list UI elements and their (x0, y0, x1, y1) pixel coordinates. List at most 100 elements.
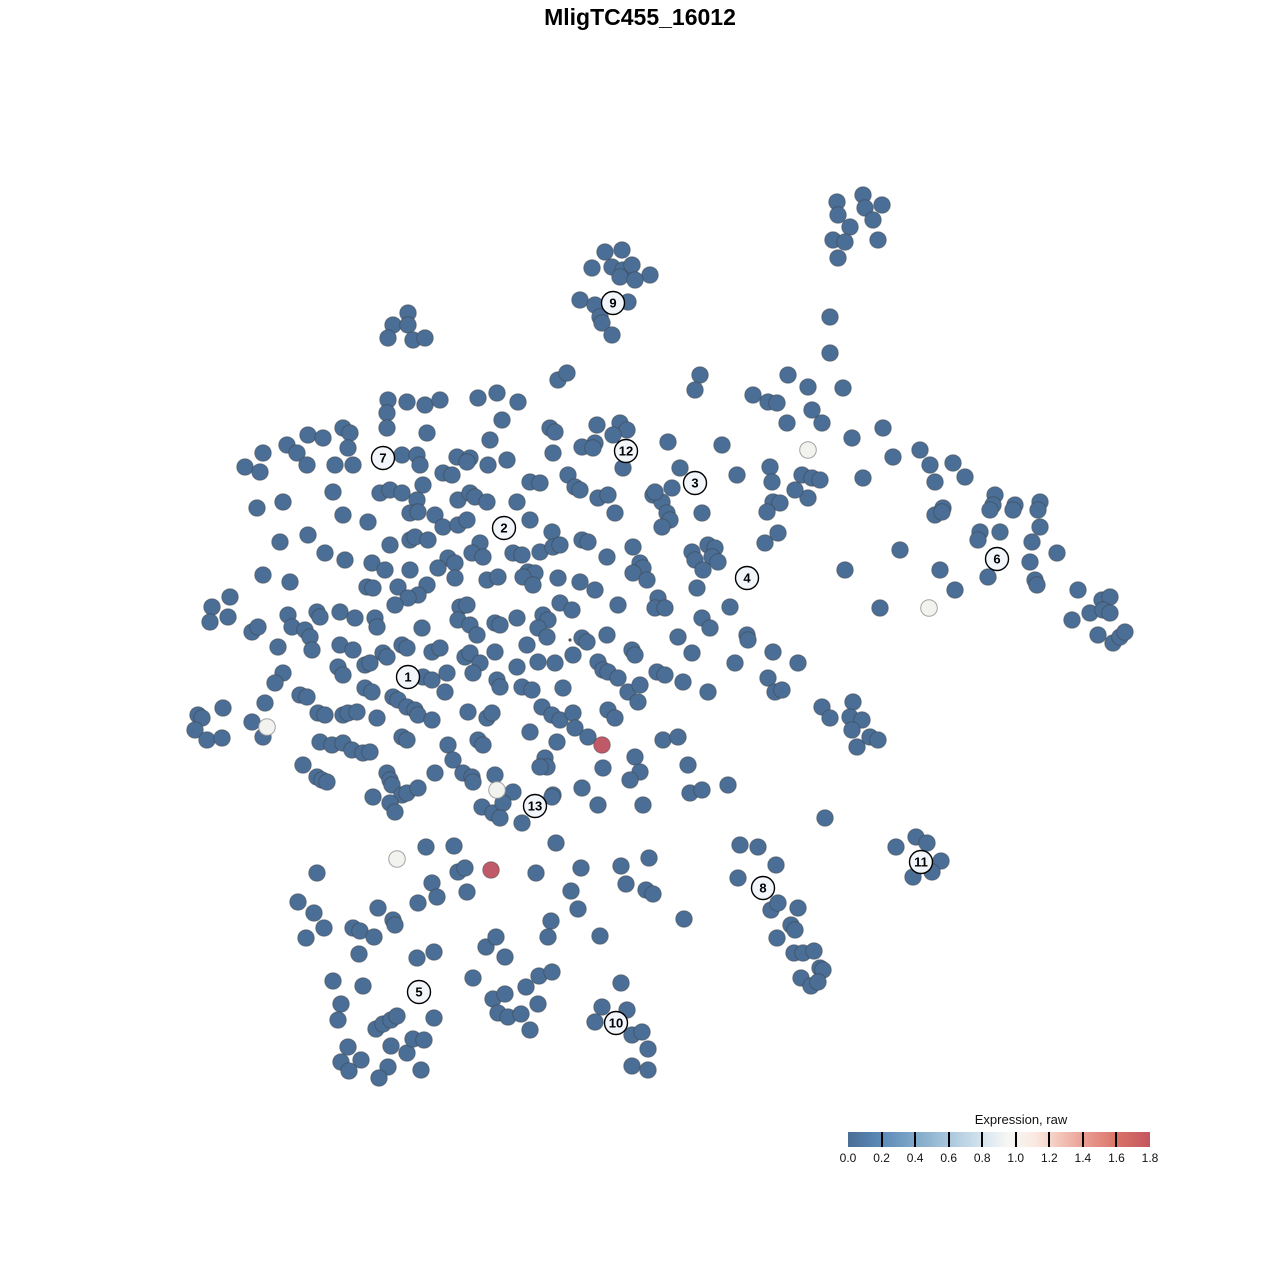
data-point (571, 291, 589, 309)
cluster-label-circle-7 (370, 445, 396, 471)
data-point (805, 942, 823, 960)
data-point (299, 526, 317, 544)
data-point (566, 719, 584, 737)
data-point (311, 608, 329, 626)
data-point (719, 776, 737, 794)
data-point (626, 271, 644, 289)
data-point (653, 518, 671, 536)
data-point (488, 384, 506, 402)
data-point (694, 561, 712, 579)
data-point (363, 683, 381, 701)
data-point (398, 639, 416, 657)
data-point (803, 401, 821, 419)
data-point (269, 638, 287, 656)
data-point (518, 636, 536, 654)
data-point (443, 466, 461, 484)
data-point (493, 411, 511, 429)
cluster-label-text-4: 4 (743, 571, 751, 586)
data-point (517, 978, 535, 996)
data-point (368, 709, 386, 727)
data-point (416, 329, 434, 347)
data-point (758, 503, 776, 521)
data-point (344, 641, 362, 659)
data-point (496, 948, 514, 966)
data-point (370, 1069, 388, 1087)
legend-tick-label: 0.6 (940, 1151, 957, 1165)
data-point (639, 1061, 657, 1079)
data-point (446, 554, 464, 572)
data-point (543, 788, 561, 806)
legend-tick-labels: 0.0 0.2 0.4 0.6 0.8 1.0 1.2 1.4 1.6 1.8 (840, 1151, 1159, 1167)
data-point (249, 618, 267, 636)
data-point (669, 628, 687, 646)
data-point (693, 504, 711, 522)
data-point (359, 513, 377, 531)
data-point (468, 626, 486, 644)
data-point (271, 533, 289, 551)
data-point (844, 693, 862, 711)
cluster-label-circle-6 (984, 546, 1010, 572)
data-point (638, 571, 656, 589)
data-point (315, 919, 333, 937)
data-point (579, 533, 597, 551)
data-point (656, 599, 674, 617)
data-point (739, 631, 757, 649)
data-point (186, 721, 204, 739)
data-point (869, 731, 887, 749)
data-point (699, 683, 717, 701)
data-point (659, 433, 677, 451)
data-point (417, 838, 435, 856)
data-point (1029, 501, 1047, 519)
data-point (641, 266, 659, 284)
cluster-label-text-1: 1 (404, 670, 411, 685)
data-point (418, 424, 436, 442)
data-point (586, 581, 604, 599)
data-point (609, 669, 627, 687)
data-point (551, 536, 569, 554)
data-point (674, 673, 692, 691)
data-point (713, 436, 731, 454)
data-point (631, 676, 649, 694)
data-point (621, 771, 639, 789)
data-point (598, 626, 616, 644)
data-point (921, 456, 939, 474)
data-point (364, 788, 382, 806)
data-point (654, 731, 672, 749)
cluster-label-circle-4 (734, 565, 760, 591)
data-point (332, 995, 350, 1013)
data-point (529, 653, 547, 671)
data-point (521, 511, 539, 529)
data-point (236, 458, 254, 476)
data-point (314, 429, 332, 447)
data-point (393, 484, 411, 502)
data-point (564, 646, 582, 664)
data-point (498, 451, 516, 469)
data-point (431, 639, 449, 657)
data-point-mid-expression (488, 781, 506, 799)
data-point-mid-expression (258, 718, 276, 736)
data-point (464, 773, 482, 791)
data-point (513, 814, 531, 832)
legend-tick-label: 0.2 (873, 1151, 890, 1165)
data-point (991, 523, 1009, 541)
data-point (434, 518, 452, 536)
data-point (609, 596, 627, 614)
data-point (509, 393, 527, 411)
data-point (266, 674, 284, 692)
data-point-mid-expression (920, 599, 938, 617)
data-point (606, 709, 624, 727)
data-point (629, 693, 647, 711)
data-point (289, 893, 307, 911)
data-point (305, 904, 323, 922)
cluster-label-circle-11 (908, 849, 934, 875)
data-point (340, 1062, 358, 1080)
data-point (604, 426, 622, 444)
data-point (843, 721, 861, 739)
data-point (918, 834, 936, 852)
data-point (529, 995, 547, 1013)
data-point (778, 414, 796, 432)
data-point (334, 666, 352, 684)
data-point (399, 316, 417, 334)
cluster-label-text-9: 9 (609, 296, 616, 311)
